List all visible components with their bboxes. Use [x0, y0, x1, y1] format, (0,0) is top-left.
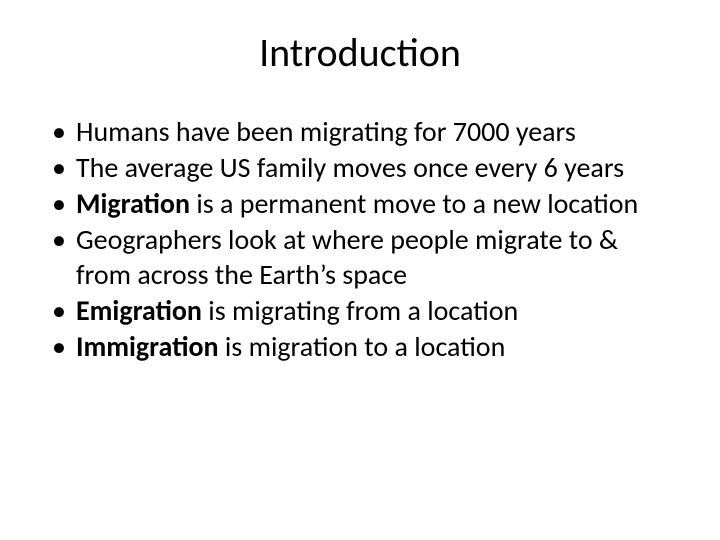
- bullet-item: Emigration is migrating from a location: [48, 294, 672, 328]
- slide-title: Introduction: [48, 28, 672, 77]
- bullet-item: Migration is a permanent move to a new l…: [48, 187, 672, 221]
- text-run: Humans have been migrating for 7000 year…: [76, 114, 576, 149]
- bullet-item: Humans have been migrating for 7000 year…: [48, 115, 672, 149]
- text-run: The average US family moves once every 6…: [76, 150, 624, 185]
- text-run: Geographers look at where people migrate…: [76, 222, 618, 291]
- text-run: Immigration: [76, 329, 219, 364]
- text-run: Emigration: [76, 293, 202, 328]
- text-run: is a permanent move to a new location: [190, 186, 638, 221]
- bullet-list: Humans have been migrating for 7000 year…: [48, 115, 672, 364]
- text-run: is migrating from a location: [202, 293, 518, 328]
- bullet-item: Geographers look at where people migrate…: [48, 223, 672, 291]
- slide: Introduction Humans have been migrating …: [0, 0, 720, 540]
- text-run: Migration: [76, 186, 190, 221]
- bullet-item: Immigration is migration to a location: [48, 330, 672, 364]
- text-run: is migration to a location: [219, 329, 506, 364]
- bullet-item: The average US family moves once every 6…: [48, 151, 672, 185]
